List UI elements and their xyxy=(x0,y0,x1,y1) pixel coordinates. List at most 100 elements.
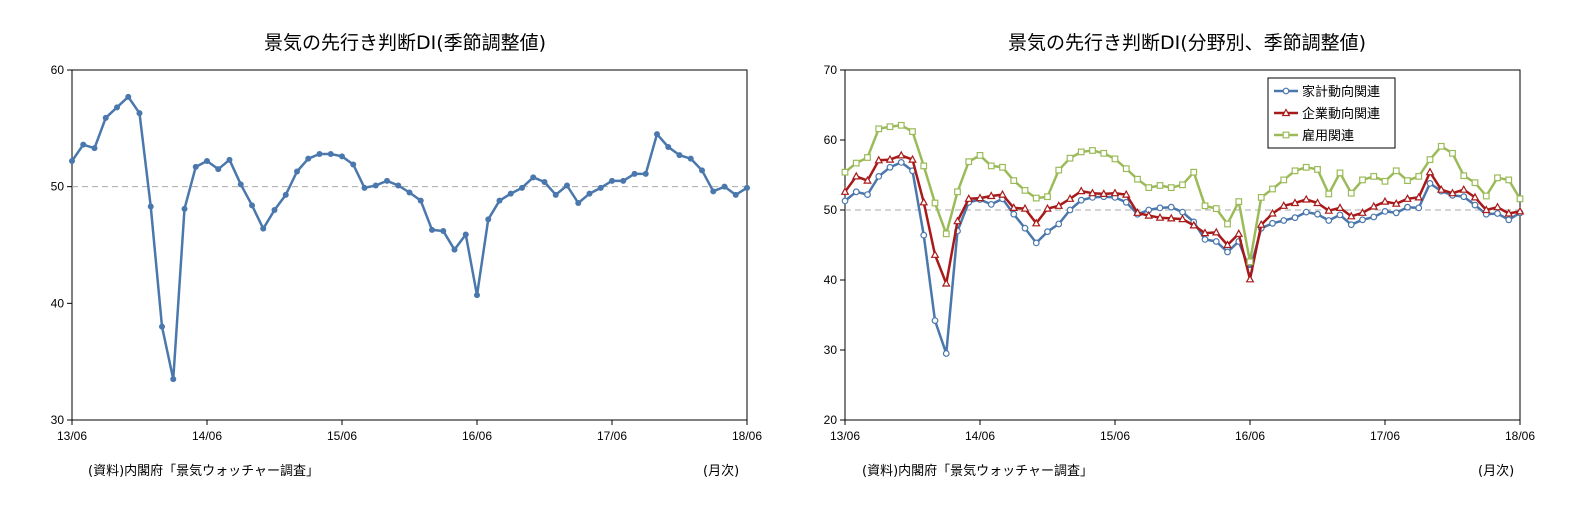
data-point xyxy=(1044,193,1051,201)
data-point xyxy=(1122,198,1130,206)
data-point xyxy=(1449,149,1456,157)
data-point xyxy=(976,152,984,159)
y-tick-label: 50 xyxy=(824,203,838,217)
data-point xyxy=(1325,190,1333,198)
data-point xyxy=(1280,176,1288,184)
data-point xyxy=(642,170,649,177)
data-point xyxy=(1314,210,1321,218)
data-point xyxy=(237,181,244,188)
data-point xyxy=(474,292,480,299)
data-point xyxy=(406,189,413,196)
data-point xyxy=(1369,201,1379,210)
data-point xyxy=(485,216,492,223)
y-tick-label: 40 xyxy=(51,296,65,310)
data-point xyxy=(327,151,334,157)
data-point xyxy=(1268,208,1277,217)
data-point xyxy=(1156,204,1164,212)
data-point xyxy=(942,350,950,357)
data-point xyxy=(1336,211,1344,219)
data-point xyxy=(1381,207,1389,215)
data-point xyxy=(1212,205,1220,213)
data-point xyxy=(941,278,951,287)
data-point xyxy=(1313,198,1322,207)
data-point xyxy=(840,187,850,195)
data-point xyxy=(1459,184,1469,193)
data-point xyxy=(687,155,694,162)
data-point xyxy=(440,228,447,234)
data-point xyxy=(1448,188,1457,197)
data-point xyxy=(361,184,368,191)
data-point xyxy=(586,190,593,197)
legend-marker xyxy=(1281,108,1291,117)
data-point xyxy=(1167,184,1175,192)
data-point xyxy=(519,184,525,191)
data-point xyxy=(874,155,884,164)
data-point xyxy=(954,188,961,196)
data-point xyxy=(1358,208,1367,216)
data-point xyxy=(1089,147,1096,154)
data-point xyxy=(1111,155,1119,163)
data-point xyxy=(885,154,895,163)
legend-marker xyxy=(1282,87,1290,95)
data-point xyxy=(1166,213,1176,222)
data-point xyxy=(1156,182,1164,189)
data-point xyxy=(964,194,974,202)
data-point xyxy=(1279,201,1289,209)
data-point xyxy=(1088,188,1097,197)
data-point xyxy=(1144,210,1154,219)
data-point xyxy=(294,168,300,175)
data-point xyxy=(987,162,995,170)
legend-marker xyxy=(1282,131,1290,139)
data-point xyxy=(1425,167,1435,176)
data-point xyxy=(863,175,872,184)
right-chart-unit: (月次) xyxy=(1478,464,1515,479)
series-line-1 xyxy=(844,161,1521,355)
data-point xyxy=(864,191,871,199)
data-point xyxy=(597,184,604,191)
data-point xyxy=(372,182,379,189)
data-point xyxy=(1179,181,1186,189)
data-point xyxy=(1256,219,1266,228)
data-point xyxy=(1346,211,1356,220)
data-point xyxy=(395,182,402,189)
data-point xyxy=(1359,176,1366,184)
data-point xyxy=(170,376,177,383)
data-point xyxy=(1415,204,1423,212)
data-point xyxy=(339,153,345,160)
data-point xyxy=(930,250,940,258)
data-point xyxy=(875,172,883,180)
data-point xyxy=(1403,194,1412,202)
data-point xyxy=(1392,209,1400,217)
data-point xyxy=(1269,185,1276,193)
data-point xyxy=(953,216,962,225)
data-point xyxy=(1404,203,1411,211)
data-point xyxy=(1032,194,1040,202)
data-point xyxy=(1505,216,1513,224)
y-tick-label: 50 xyxy=(51,180,65,194)
left-chart-panel: 景気の先行き判断DI(季節調整値) 30 40 50 60 13/06 14/06 15/0… xyxy=(51,32,763,479)
data-point xyxy=(1414,192,1424,201)
data-point xyxy=(507,190,514,197)
y-tick-label: 30 xyxy=(824,343,838,357)
right-chart-panel: 景気の先行き判断DI(分野別、季節調整値) 20 30 40 50 60 70 13/06 1… xyxy=(790,0,1579,507)
data-point xyxy=(1178,214,1187,223)
right-chart-source: (資料)内閣府「景気ウォッチャー調査」 xyxy=(862,464,1094,479)
x-tick-label: 15/06 xyxy=(327,429,357,443)
data-point xyxy=(1020,203,1030,212)
data-point xyxy=(1494,210,1501,217)
data-point xyxy=(999,163,1006,171)
data-point xyxy=(609,177,615,184)
data-point xyxy=(192,163,199,170)
data-point xyxy=(125,93,132,100)
data-point xyxy=(1224,248,1231,256)
data-point xyxy=(1314,166,1321,173)
data-point xyxy=(1021,187,1029,194)
data-point xyxy=(1167,203,1175,211)
data-point xyxy=(1031,218,1041,227)
data-point xyxy=(1099,189,1109,197)
data-point xyxy=(710,188,717,195)
right-chart-plot: 20 30 40 50 60 70 13/06 14/06 15/06 16/06 17/06 18/… xyxy=(824,63,1536,443)
data-point xyxy=(541,179,548,185)
left-chart-unit: (月次) xyxy=(703,464,740,479)
data-point xyxy=(1437,142,1445,150)
